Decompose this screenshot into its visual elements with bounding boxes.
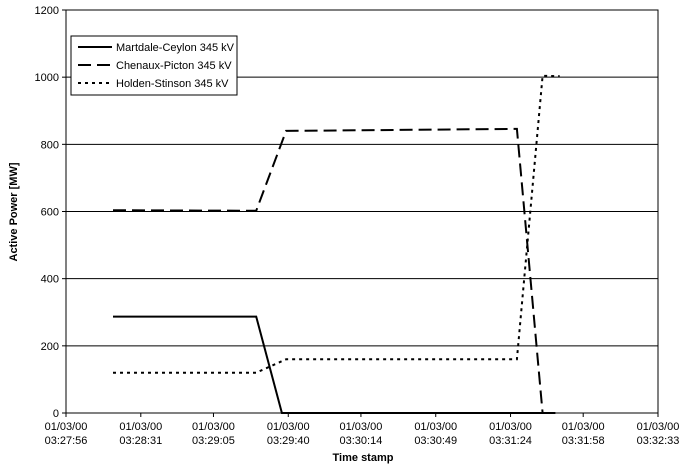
y-axis-ticks: 0 200 400 600 800 1000 1200 [35,5,66,420]
legend-label: Chenaux-Picton 345 kV [116,60,232,72]
x-tick-date-label: 01/03/00 [489,421,532,433]
y-tick-label: 600 [41,207,59,219]
x-tick-date-label: 01/03/00 [340,421,383,433]
x-tick-time-label: 03:29:05 [192,435,235,447]
x-tick-date-label: 01/03/00 [562,421,605,433]
x-tick-date-label: 01/03/00 [192,421,235,433]
x-tick-date-label: 01/03/00 [637,421,680,433]
x-axis-title: Time stamp [333,452,394,464]
x-tick-time-label: 03:31:24 [489,435,532,447]
legend: Martdale-Ceylon 345 kV Chenaux-Picton 345… [70,35,238,96]
series-line-2 [112,127,544,414]
x-tick-time-label: 03:31:58 [562,435,605,447]
x-tick-date-label: 01/03/00 [267,421,310,433]
x-tick-time-label: 03:32:33 [637,435,680,447]
x-tick-time-label: 03:29:40 [267,435,310,447]
legend-label: Martdale-Ceylon 345 kV [116,42,235,54]
x-tick-time-label: 03:30:14 [340,435,383,447]
x-tick-time-label: 03:28:31 [119,435,162,447]
x-tick-time-label: 03:27:56 [45,435,88,447]
legend-label: Holden-Stinson 345 kV [116,78,229,90]
x-tick-date-label: 01/03/00 [119,421,162,433]
y-tick-label: 1200 [35,5,59,17]
x-tick-time-label: 03:30:49 [414,435,457,447]
y-tick-label: 200 [41,341,59,353]
series-line-3 [113,74,560,374]
x-tick-date-label: 01/03/00 [45,421,88,433]
y-tick-label: 0 [53,408,59,420]
y-axis-title: Active Power [MW] [8,162,20,261]
y-tick-label: 1000 [35,72,59,84]
x-tick-date-label: 01/03/00 [414,421,457,433]
x-axis-ticks: 01/03/00 03:27:56 01/03/00 03:28:31 01/03/00… [45,413,680,447]
gridlines [66,76,658,347]
y-tick-label: 400 [41,274,59,286]
y-tick-label: 800 [41,139,59,151]
series-lines [112,74,560,414]
series-line-1 [113,315,556,414]
